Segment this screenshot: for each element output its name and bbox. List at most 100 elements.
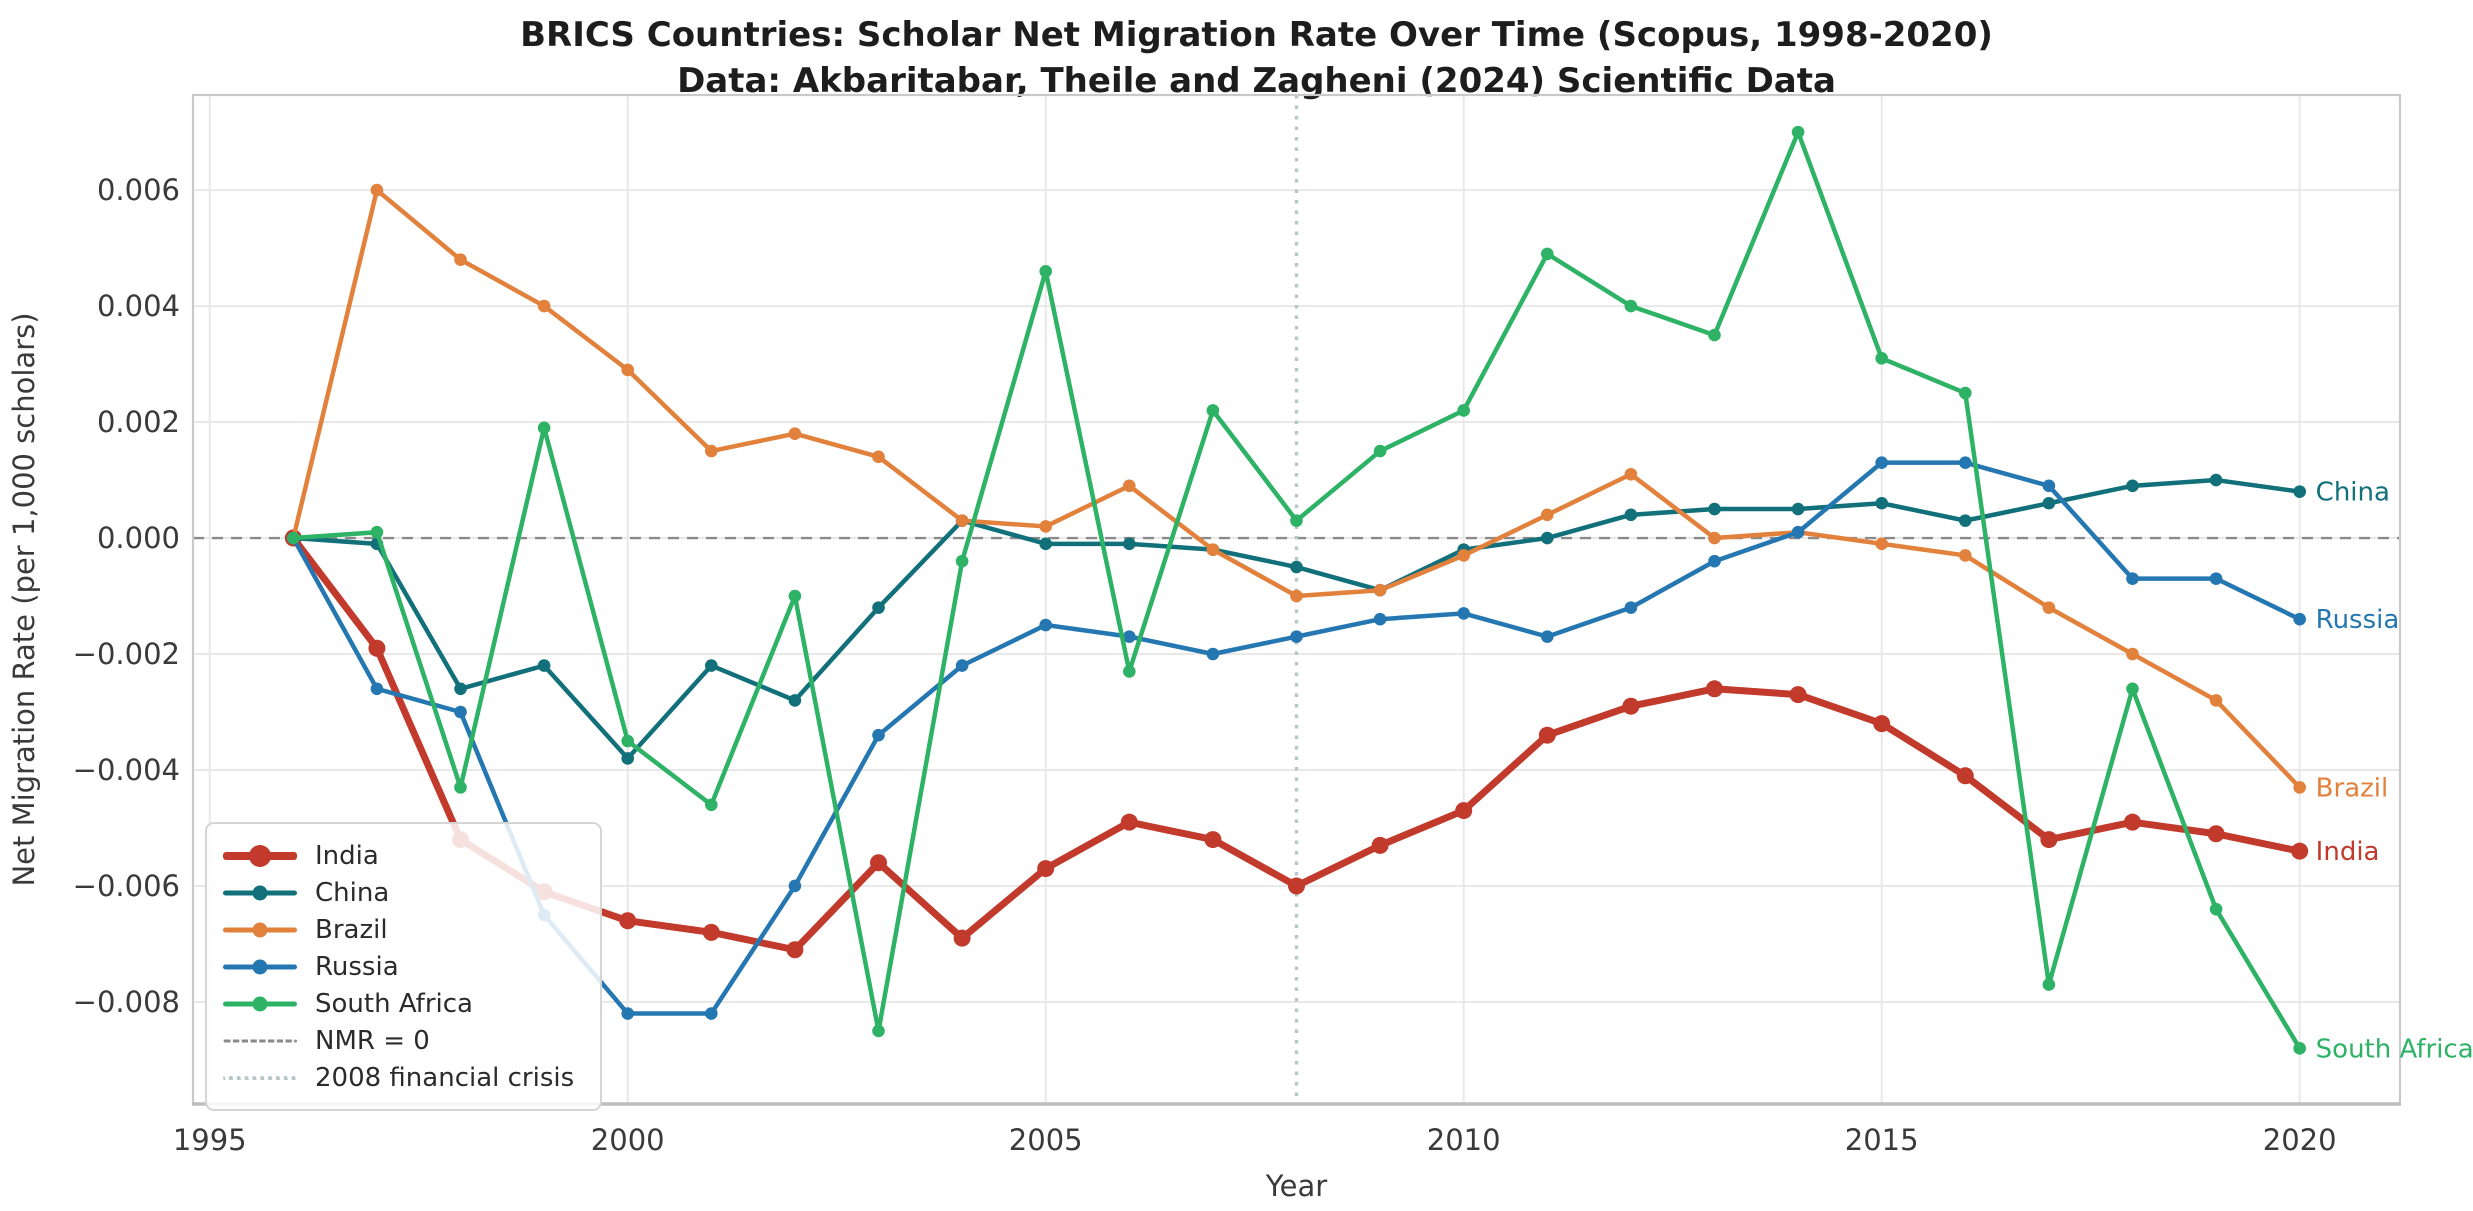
- data-point-india: [1371, 836, 1389, 854]
- data-point-brazil: [1540, 508, 1554, 522]
- y-tick-label: −0.008: [73, 985, 180, 1019]
- data-point-south-africa: [1206, 404, 1220, 417]
- data-point-south-africa: [621, 734, 635, 748]
- legend-swatch-line-icon: [223, 844, 297, 868]
- data-point-brazil: [1206, 543, 1220, 556]
- x-tick-label: 2020: [2263, 1123, 2337, 1157]
- legend-item: India: [223, 837, 574, 874]
- data-point-brazil: [1624, 467, 1638, 481]
- data-point-russia: [1540, 630, 1554, 643]
- series-end-label-russia: Russia: [2316, 605, 2400, 635]
- data-point-india: [1204, 831, 1222, 849]
- legend-item: China: [223, 874, 574, 911]
- data-point-russia: [2293, 612, 2306, 626]
- data-point-china: [1958, 514, 1972, 527]
- data-point-russia: [1791, 525, 1805, 539]
- series-brazil: [287, 183, 2306, 794]
- data-point-south-africa: [2209, 902, 2223, 916]
- data-point-south-africa: [1290, 514, 1303, 527]
- data-point-south-africa: [537, 421, 551, 435]
- data-point-india: [1120, 813, 1138, 831]
- data-point-india: [786, 941, 804, 959]
- data-point-brazil: [788, 427, 802, 440]
- x-axis-label: Year: [1265, 1169, 1327, 1203]
- data-point-russia: [1123, 630, 1136, 643]
- data-point-south-africa: [2293, 1042, 2306, 1055]
- data-point-south-africa: [2126, 682, 2139, 696]
- data-point-south-africa: [872, 1024, 885, 1038]
- data-point-india: [1538, 726, 1556, 744]
- data-point-china: [1290, 560, 1303, 574]
- legend-item: South Africa: [223, 985, 574, 1022]
- data-point-south-africa: [1039, 264, 1053, 278]
- data-point-south-africa: [1457, 404, 1470, 417]
- data-point-russia: [370, 682, 384, 696]
- data-point-brazil: [1290, 589, 1303, 603]
- series-south-africa: [287, 125, 2306, 1055]
- data-point-russia: [621, 1007, 635, 1020]
- data-point-china: [537, 659, 551, 672]
- data-point-south-africa: [955, 554, 969, 568]
- y-tick-label: −0.006: [73, 869, 180, 903]
- legend-item: Brazil: [223, 911, 574, 948]
- data-point-india: [1705, 680, 1723, 698]
- legend-swatch-line-icon: [223, 992, 297, 1016]
- data-point-russia: [788, 879, 802, 893]
- data-point-india: [1956, 767, 1974, 785]
- data-point-india: [1622, 697, 1640, 715]
- data-point-russia: [1708, 554, 1721, 568]
- data-point-china: [1123, 537, 1136, 551]
- data-point-brazil: [454, 253, 467, 266]
- data-point-brazil: [537, 299, 551, 313]
- data-point-china: [788, 694, 802, 707]
- data-point-russia: [1457, 607, 1470, 620]
- data-point-china: [1624, 508, 1638, 522]
- data-point-india: [368, 639, 386, 657]
- y-axis-label: Net Migration Rate (per 1,000 scholars): [7, 312, 41, 886]
- data-point-brazil: [2042, 601, 2056, 614]
- data-point-china: [1039, 537, 1053, 551]
- data-point-india: [2291, 842, 2309, 860]
- data-point-south-africa: [2042, 978, 2056, 991]
- legend-label: India: [315, 840, 379, 871]
- legend-label: Brazil: [315, 914, 388, 945]
- legend-label: Russia: [315, 951, 399, 982]
- data-point-south-africa: [454, 781, 467, 794]
- data-point-russia: [1373, 612, 1387, 626]
- axis-tick-labels: 0.006 0.004 0.002 0.000 −0.002 −0.004 −0.006 −0…: [73, 173, 2337, 1157]
- data-point-china: [1875, 496, 1888, 510]
- legend-swatch-dashed-icon: [223, 1029, 297, 1053]
- data-point-brazil: [1708, 531, 1721, 545]
- data-point-china: [2293, 485, 2306, 498]
- data-point-india: [870, 854, 888, 872]
- data-point-brazil: [1373, 583, 1387, 597]
- series-end-label-india: India: [2316, 837, 2380, 867]
- data-point-brazil: [1958, 549, 1972, 562]
- data-point-south-africa: [370, 525, 384, 539]
- legend-swatch-line-icon: [223, 881, 297, 905]
- data-point-china: [454, 682, 467, 696]
- data-point-russia: [1958, 456, 1972, 469]
- legend-label: 2008 financial crisis: [315, 1062, 575, 1093]
- data-point-china: [1791, 502, 1805, 516]
- data-point-south-africa: [1875, 351, 1888, 365]
- data-point-south-africa: [705, 798, 718, 812]
- data-point-brazil: [621, 363, 635, 377]
- y-tick-label: −0.004: [73, 753, 180, 787]
- data-point-china: [705, 659, 718, 672]
- data-point-russia: [2042, 479, 2056, 493]
- data-point-south-africa: [287, 531, 300, 545]
- data-point-russia: [1624, 601, 1638, 614]
- data-point-russia: [1206, 647, 1220, 661]
- legend-swatch-line-icon: [223, 955, 297, 979]
- legend-label: NMR = 0: [315, 1025, 430, 1056]
- data-point-south-africa: [1123, 665, 1136, 678]
- legend-swatch-dotted-icon: [223, 1066, 297, 1090]
- series-end-label-south-africa: South Africa: [2316, 1034, 2473, 1064]
- legend-item: NMR = 0: [223, 1022, 574, 1059]
- x-tick-label: 2015: [1845, 1123, 1919, 1157]
- data-point-south-africa: [1624, 299, 1638, 313]
- data-point-india: [1037, 860, 1055, 878]
- data-point-brazil: [370, 183, 384, 197]
